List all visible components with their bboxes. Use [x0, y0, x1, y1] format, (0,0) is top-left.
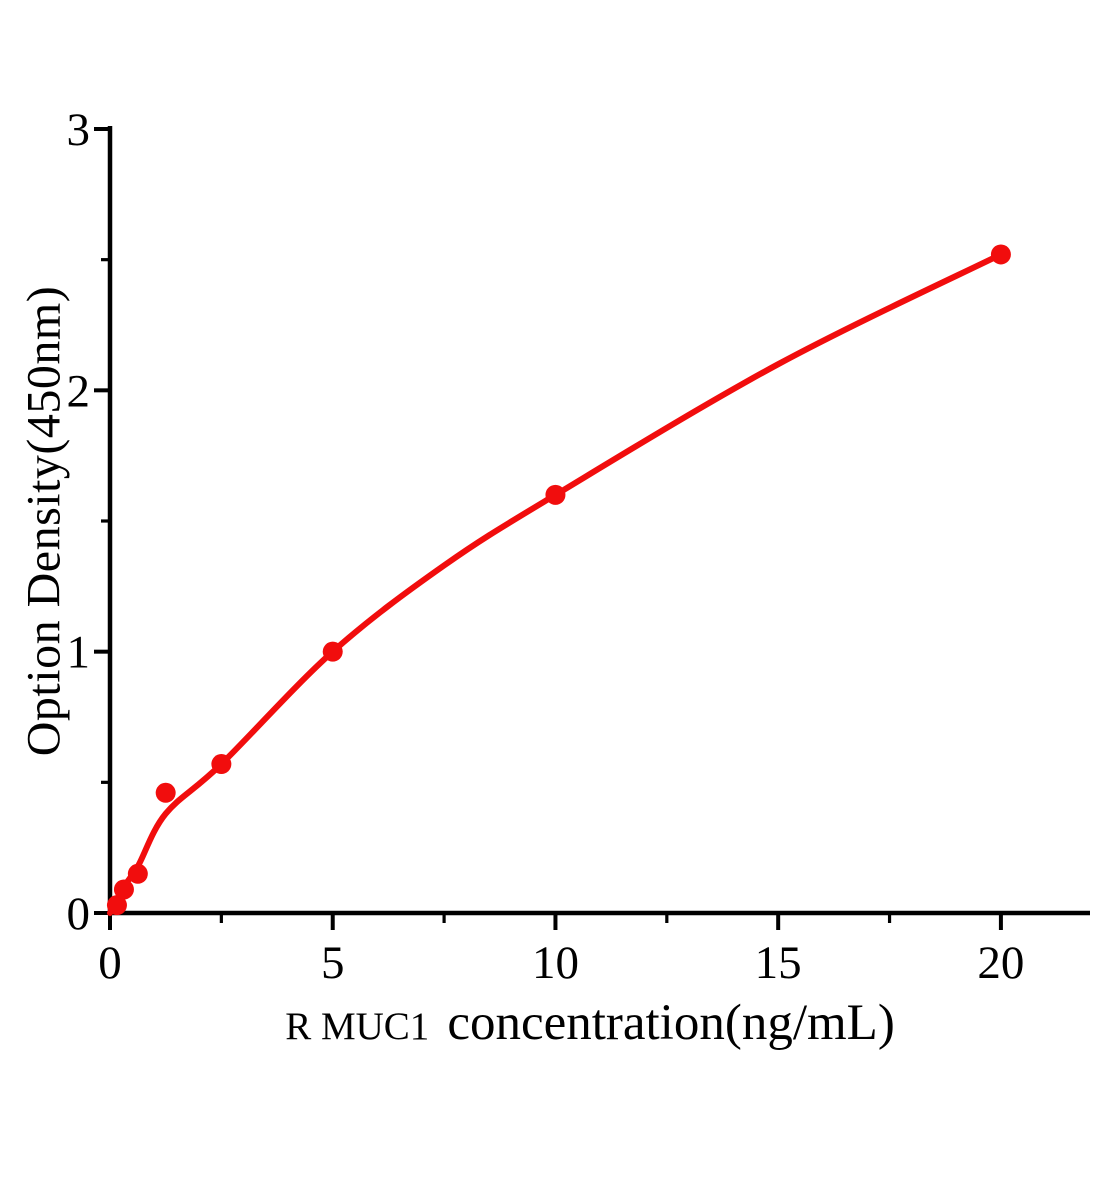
data-point: [127, 863, 148, 884]
data-point: [545, 484, 566, 505]
x-axis-title: R MUC1 concentration(ng/mL): [285, 998, 895, 1049]
y-axis-title: Option Density(450nm): [17, 285, 71, 757]
x-axis-title-prefix: R MUC1: [285, 1005, 430, 1048]
x-tick-label: 0: [98, 937, 122, 989]
data-point: [155, 782, 176, 803]
data-point: [106, 895, 127, 916]
data-point: [113, 879, 134, 900]
y-tick-label: 2: [67, 365, 91, 417]
y-tick-label: 1: [67, 627, 91, 679]
y-tick-label: 3: [67, 104, 91, 156]
x-tick-label: 5: [321, 937, 345, 989]
x-axis-title-main: concentration(ng/mL): [447, 995, 895, 1051]
data-point: [211, 754, 232, 775]
data-point: [990, 244, 1011, 265]
fit-curve: [107, 251, 1004, 916]
x-tick-label: 20: [977, 937, 1024, 989]
y-tick-label: 0: [67, 888, 91, 940]
data-point: [322, 641, 343, 662]
x-tick-label: 15: [755, 937, 802, 989]
x-tick-label: 10: [532, 937, 579, 989]
